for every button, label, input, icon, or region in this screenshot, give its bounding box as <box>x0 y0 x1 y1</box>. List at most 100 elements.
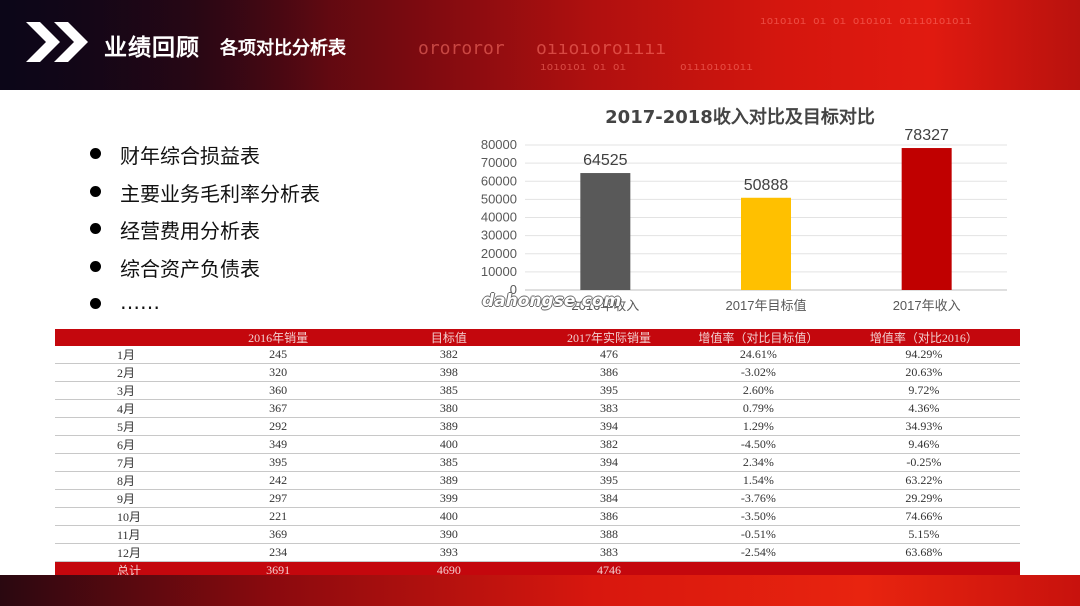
table-cell: 9.46% <box>827 435 1020 454</box>
table-cell: 4月 <box>55 399 188 418</box>
watermark: dahongse.com <box>482 291 622 311</box>
decor-binary: oııoıoroıııı <box>536 38 667 59</box>
bar <box>741 197 791 290</box>
page-subtitle: 各项对比分析表 <box>220 38 346 59</box>
x-tick-label: 2017年收入 <box>893 298 961 313</box>
table-cell: 320 <box>187 363 369 382</box>
table-cell: 395 <box>528 381 690 400</box>
table-cell <box>827 561 1020 579</box>
table-cell: 292 <box>187 417 369 436</box>
x-tick-label: 2017年目标值 <box>726 298 807 313</box>
table-cell: 221 <box>187 507 369 526</box>
table-cell: 20.63% <box>827 363 1020 382</box>
decor-binary: ıoıoıoı oı oı <box>540 60 627 73</box>
table-cell: 5月 <box>55 417 188 436</box>
data-label: 50888 <box>744 177 789 194</box>
column-header: 2017年实际销量 <box>528 329 690 346</box>
decor-binary: oıııoıoıoıı <box>680 60 753 73</box>
table-cell: 242 <box>187 471 369 490</box>
table-cell: 234 <box>187 543 369 562</box>
table-cell: 388 <box>528 525 690 544</box>
table-cell: -3.76% <box>689 489 828 508</box>
table-cell: 9月 <box>55 489 188 508</box>
table-cell: 5.15% <box>827 525 1020 544</box>
table-cell: 63.22% <box>827 471 1020 490</box>
table-cell: 12月 <box>55 543 188 562</box>
table-row: 5月 292 389 394 1.29% 34.93% <box>55 417 1020 436</box>
table-cell: 4690 <box>368 561 529 579</box>
chart-title: 2017-2018收入对比及目标对比 <box>605 107 875 128</box>
table-cell <box>689 561 828 579</box>
y-tick-label: 60000 <box>481 173 517 188</box>
table-cell: 4746 <box>528 561 690 579</box>
table-cell: 0.79% <box>689 399 828 418</box>
table-cell: 4.36% <box>827 399 1020 418</box>
table-cell: 总计 <box>55 561 188 579</box>
table-cell: 383 <box>528 399 690 418</box>
table-cell: 2.60% <box>689 381 828 400</box>
table-cell: 382 <box>528 435 690 454</box>
table-cell: 385 <box>368 453 529 472</box>
table-row: 12月 234 393 383 -2.54% 63.68% <box>55 543 1020 562</box>
y-tick-label: 50000 <box>481 191 517 206</box>
table-row: 3月 360 385 395 2.60% 9.72% <box>55 381 1020 400</box>
table-row: 10月 221 400 386 -3.50% 74.66% <box>55 507 1020 526</box>
table-cell: 393 <box>368 543 529 562</box>
table-cell: -4.50% <box>689 435 828 454</box>
bar-chart: 0 10000 20000 30000 40000 50000 60000 70000 8000… <box>481 127 1007 313</box>
sales-table: 2016年销量 目标值 2017年实际销量 增值率（对比目标值） 增值率（对比2… <box>55 329 1020 579</box>
bullet-dot-icon <box>90 260 101 272</box>
table-total-row: 总计 3691 4690 4746 <box>55 561 1020 579</box>
bullet-dot-icon <box>90 298 101 309</box>
table-cell: -3.50% <box>689 507 828 526</box>
table-cell: 382 <box>368 346 529 364</box>
table-row: 7月 395 385 394 2.34% -0.25% <box>55 453 1020 472</box>
bullet-dot-icon <box>90 148 101 159</box>
table-cell: -0.25% <box>827 453 1020 472</box>
table-cell: 386 <box>528 507 690 526</box>
table-cell: 9.72% <box>827 381 1020 400</box>
table-cell: 360 <box>187 381 369 400</box>
table-cell: -0.51% <box>689 525 828 544</box>
y-tick-label: 70000 <box>481 155 517 170</box>
table-cell: 394 <box>528 453 690 472</box>
table-row: 4月 367 380 383 0.79% 4.36% <box>55 399 1020 418</box>
table-row: 11月 369 390 388 -0.51% 5.15% <box>55 525 1020 544</box>
table-row: 6月 349 400 382 -4.50% 9.46% <box>55 435 1020 454</box>
decor-binary: ıoıoıoı oı oı oıoıoı oıııoıoıoıı <box>760 14 972 27</box>
y-tick-label: 80000 <box>481 137 517 152</box>
table-cell: 384 <box>528 489 690 508</box>
column-header: 2016年销量 <box>187 329 369 346</box>
table-cell: 10月 <box>55 507 188 526</box>
table-cell: 6月 <box>55 435 188 454</box>
table-cell: 398 <box>368 363 529 382</box>
footer-banner <box>0 575 1080 606</box>
table-cell: 395 <box>187 453 369 472</box>
table-cell: 297 <box>187 489 369 508</box>
page-title: 业绩回顾 <box>104 35 200 61</box>
table-row: 1月 245 382 476 24.61% 94.29% <box>55 346 1020 364</box>
table-cell: 2月 <box>55 363 188 382</box>
table-cell: 369 <box>187 525 369 544</box>
table-cell: 389 <box>368 471 529 490</box>
table-cell: 383 <box>528 543 690 562</box>
column-header: 增值率（对比2016） <box>827 329 1020 346</box>
table-cell: 476 <box>528 346 690 364</box>
y-tick-label: 30000 <box>481 228 517 243</box>
table-cell: 7月 <box>55 453 188 472</box>
table-cell: 3月 <box>55 381 188 400</box>
table-cell: 385 <box>368 381 529 400</box>
table-cell: 245 <box>187 346 369 364</box>
table-cell: 29.29% <box>827 489 1020 508</box>
bar <box>580 173 631 290</box>
bullet-dot-icon <box>90 185 101 197</box>
table-cell: 389 <box>368 417 529 436</box>
table-cell: 367 <box>187 399 369 418</box>
y-tick-label: 40000 <box>481 210 517 225</box>
header-banner: 业绩回顾 各项对比分析表 orororor oııoıoroıııı ıoıoı… <box>0 0 1080 90</box>
table-cell: 1.29% <box>689 417 828 436</box>
decor-binary: orororor <box>418 38 505 59</box>
bar <box>901 148 952 290</box>
column-header <box>55 329 188 346</box>
table-cell: 1月 <box>55 346 188 364</box>
